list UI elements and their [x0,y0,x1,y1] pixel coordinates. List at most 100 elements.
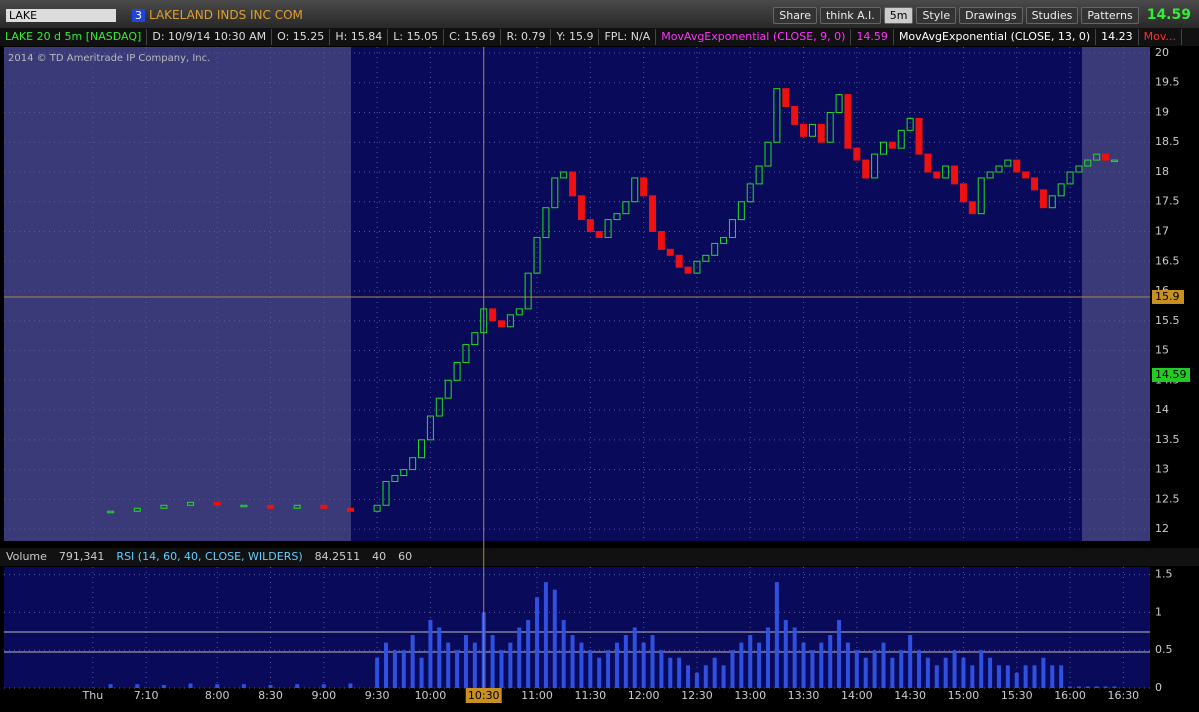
premarket-shade [4,47,351,541]
volume-bar [881,642,886,688]
candle [933,171,941,179]
candle [400,469,408,477]
volume-bar [641,642,646,688]
info-cell: LAKE 20 d 5m [NASDAQ] [0,29,148,45]
candle [968,201,976,215]
candle [1057,183,1065,197]
volume-bar [899,650,904,688]
button[interactable]: Patterns [1081,6,1139,24]
candle [702,254,710,262]
study-label: Mov... [1139,29,1183,45]
x-tick-label: 7:10 [134,689,159,702]
candle [995,165,1003,173]
x-tick-label: 11:00 [521,689,553,702]
candle [107,510,115,514]
candle [862,159,870,179]
candle [924,153,932,173]
candle [888,141,896,149]
x-tick-label: 15:30 [1001,689,1033,702]
button[interactable]: Studies [1025,6,1079,24]
y2-tick-label: 1 [1155,605,1162,618]
candle [746,183,754,203]
candle [187,501,195,506]
info-cell: C: 15.69 [444,29,502,45]
volume-bar [588,650,593,688]
candle [497,320,505,328]
volume-bar [295,684,300,688]
volume-bar [108,684,113,688]
volume-bar [792,627,797,688]
candle [640,177,648,197]
candle [1084,159,1092,167]
candle [471,332,479,346]
x-tick-label: 8:30 [258,689,283,702]
volume-bar [632,627,637,688]
volume-bar [934,665,939,688]
symbol-box[interactable]: LAKE [6,8,116,22]
candle [649,195,657,233]
volume-bar [872,650,877,688]
candle [320,504,328,509]
info-cell: D: 10/9/14 10:30 AM [147,29,273,45]
volume-bar [1041,657,1046,688]
x-tick-label: 13:30 [788,689,820,702]
lower-header-cell: 60 [398,550,412,563]
volume-bar [703,665,708,688]
candle [800,123,808,137]
volume-bar [917,650,922,688]
candle [1066,171,1074,185]
y-tick-label: 17.5 [1155,195,1180,208]
cursor-time-label: 10:30 [468,689,500,702]
candle [542,207,550,238]
y-tick-label: 20 [1155,46,1169,59]
button[interactable]: Drawings [959,6,1023,24]
candle [560,171,568,179]
volume-bar [410,635,415,688]
company-name: LAKELAND INDS INC COM [149,8,303,22]
candle [1093,153,1101,161]
button[interactable]: Style [916,6,957,24]
volume-bar [579,642,584,688]
y-tick-label: 13.5 [1155,433,1180,446]
button[interactable]: 5m [883,6,914,24]
x-tick-label: Thu [82,689,104,702]
volume-bar [766,627,770,688]
volume-bar [623,635,628,688]
volume-bar [490,635,495,688]
volume-bar [970,665,975,688]
candle [737,201,745,221]
candle [951,165,959,185]
volume-bar [1068,686,1073,688]
study-label: MovAvgExponential (CLOSE, 9, 0) [656,29,852,45]
lower-panel [4,567,1150,688]
button[interactable]: Share [773,6,817,24]
volume-bar [730,650,735,688]
candle [693,260,701,274]
candle [835,94,843,113]
candle [551,177,559,209]
volume-bar [863,657,868,688]
last-price: 14.59 [1146,7,1191,23]
lower-header-cell: Volume [6,550,47,563]
volume-bar [837,619,842,688]
candle [213,501,221,506]
volume-bar [570,635,575,688]
candle [489,308,497,322]
last-price-label: 14.59 [1155,368,1187,381]
info-cell: H: 15.84 [330,29,389,45]
button[interactable]: think A.I. [819,6,881,24]
volume-bar [526,619,531,688]
volume-bar [1094,686,1099,688]
volume-bar [650,635,655,688]
copyright: 2014 © TD Ameritrade IP Company, Inc. [8,53,210,64]
link-badge[interactable]: 3 [132,8,145,22]
volume-bar [925,657,930,688]
y2-tick-label: 1.5 [1155,568,1173,581]
volume-bar [375,657,380,688]
volume-bar [748,635,753,688]
y-tick-label: 14 [1155,403,1169,416]
x-tick-label: 14:00 [841,689,873,702]
toolbar: LAKE 3 LAKELAND INDS INC COM Share think… [0,0,1199,30]
lower-header-cell: RSI (14, 60, 40, CLOSE, WILDERS) [116,550,302,563]
candle [1022,171,1030,179]
